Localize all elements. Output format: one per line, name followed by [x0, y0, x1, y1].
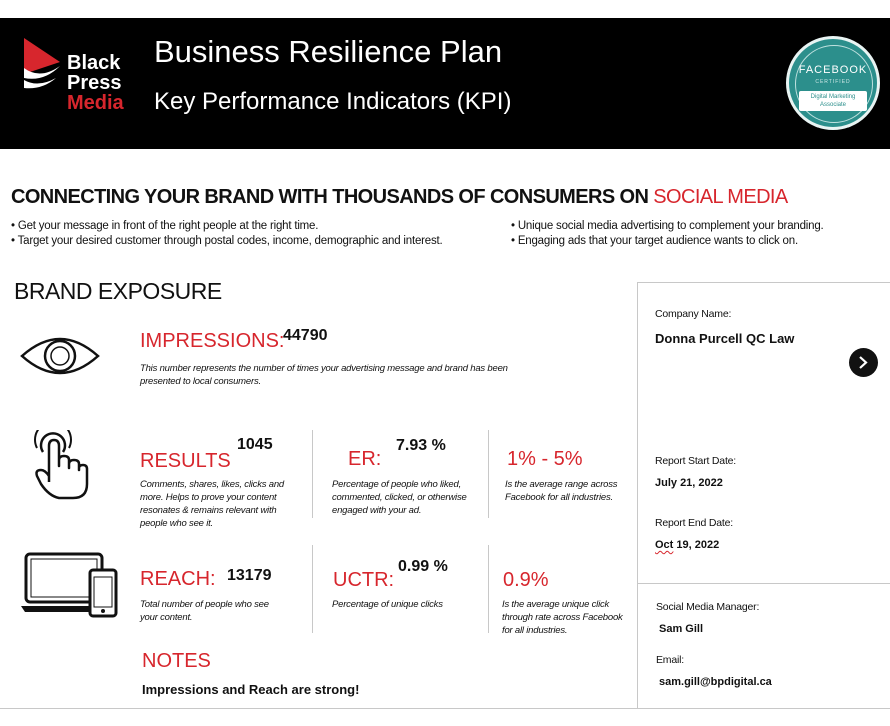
black-press-logo-icon [24, 38, 60, 89]
badge-title: FACEBOOK [798, 64, 868, 76]
notes-text: Impressions and Reach are strong! [142, 682, 360, 697]
bullet-item: • Unique social media advertising to com… [511, 220, 824, 232]
manager-label: Social Media Manager: [656, 601, 760, 613]
impressions-value: 44790 [283, 327, 328, 344]
panel-divider [637, 583, 890, 584]
column-divider [488, 430, 489, 518]
reach-description: Total number of people who see your cont… [140, 599, 269, 623]
header-banner [0, 18, 890, 149]
er-description: Percentage of people who liked, commente… [332, 479, 467, 516]
brand-exposure-heading: BRAND EXPOSURE [14, 278, 222, 304]
report-end-value: Oct 19, 2022 [655, 539, 719, 551]
results-label: RESULTS [140, 450, 231, 472]
bottom-rule [0, 708, 890, 709]
column-divider [312, 545, 313, 633]
page-title: Business Resilience Plan [154, 34, 503, 69]
er-range-label: 1% - 5% [507, 448, 583, 470]
tap-hand-icon [34, 430, 89, 500]
headline-accent: SOCIAL MEDIA [653, 186, 788, 208]
bullet-item: • Target your desired customer through p… [11, 235, 443, 247]
logo-word-1: Black [67, 52, 121, 74]
impressions-label: IMPRESSIONS: [140, 330, 285, 352]
report-end-day-year: 19, 2022 [673, 539, 720, 551]
badge-line-1: Digital Marketing [810, 94, 856, 100]
eye-icon [20, 337, 100, 375]
bullet-item: • Engaging ads that your target audience… [511, 235, 798, 247]
company-name-label: Company Name: [655, 308, 732, 320]
email-value: sam.gill@bpdigital.ca [659, 676, 772, 688]
bullet-item: • Get your message in front of the right… [11, 220, 319, 232]
impressions-description: This number represents the number of tim… [140, 363, 508, 387]
manager-value: Sam Gill [659, 623, 704, 635]
next-button[interactable] [849, 348, 878, 377]
report-end-label: Report End Date: [655, 517, 733, 529]
er-value: 7.93 % [396, 437, 446, 454]
email-label: Email: [656, 654, 684, 666]
report-info-panel [637, 282, 890, 708]
facebook-certified-badge: FACEBOOK CERTIFIED Digital Marketing Ass… [786, 36, 880, 130]
badge-label: Digital Marketing Associate [799, 91, 867, 111]
uctr-value: 0.99 % [398, 558, 448, 575]
column-divider [312, 430, 313, 518]
report-start-value: July 21, 2022 [655, 477, 723, 489]
laptop-phone-icon [21, 552, 118, 618]
logo-word-2: Press [67, 72, 122, 94]
uctr-description: Percentage of unique clicks [332, 599, 443, 610]
logo-word-3: Media [67, 92, 124, 114]
reach-label: REACH: [140, 568, 216, 590]
uctr-label: UCTR: [333, 569, 395, 591]
notes-label: NOTES [142, 650, 211, 672]
reach-value: 13179 [227, 567, 272, 584]
er-range-description: Is the average range across Facebook for… [505, 479, 618, 503]
company-name-value: Donna Purcell QC Law [655, 331, 795, 346]
er-label: ER: [348, 448, 382, 470]
results-description: Comments, shares, likes, clicks and more… [140, 479, 284, 529]
badge-certified: CERTIFIED [815, 79, 851, 85]
chevron-right-icon [859, 356, 868, 369]
uctr-average-label: 0.9% [503, 569, 549, 591]
results-value: 1045 [237, 436, 273, 453]
badge-line-2: Associate [819, 102, 846, 108]
uctr-average-description: Is the average unique click through rate… [502, 599, 623, 636]
headline-text: CONNECTING YOUR BRAND WITH THOUSANDS OF … [11, 186, 654, 208]
report-start-label: Report Start Date: [655, 455, 737, 467]
column-divider [488, 545, 489, 633]
page-subtitle: Key Performance Indicators (KPI) [154, 88, 512, 115]
section-headline: CONNECTING YOUR BRAND WITH THOUSANDS OF … [11, 186, 788, 209]
report-end-month: Oct [655, 539, 674, 551]
